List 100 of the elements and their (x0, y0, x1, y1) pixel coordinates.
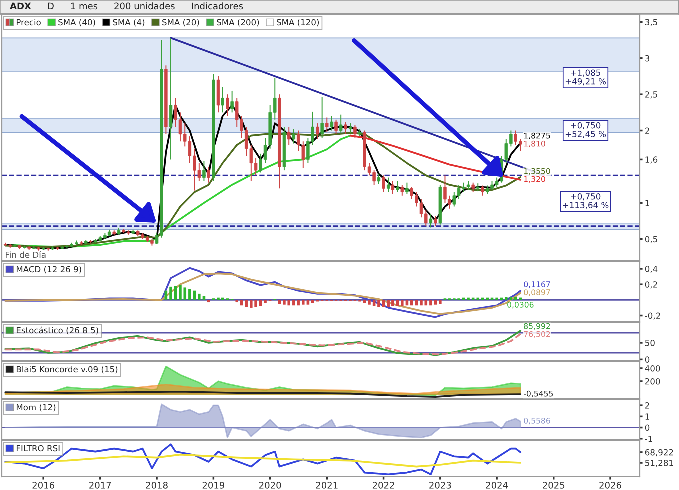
legend-label: MACD (12 26 9) (16, 266, 82, 274)
candlestick (472, 182, 475, 193)
candlestick (400, 184, 404, 196)
bar (368, 300, 371, 305)
y-tick-label: 2 (645, 402, 650, 409)
candlestick (434, 216, 438, 227)
candlestick (226, 94, 230, 117)
bar (372, 300, 376, 306)
text: 200 unidades (114, 2, 175, 10)
y-tick-label: 1,6 (646, 156, 658, 164)
line-series (350, 134, 522, 181)
bar (476, 298, 480, 300)
y-tick-label: 3,5 (645, 19, 658, 26)
bar (439, 300, 442, 304)
y-tick-label: 51,281 (646, 460, 674, 468)
bar (496, 298, 498, 300)
candlestick (481, 185, 484, 196)
bar (240, 300, 244, 306)
candlestick (334, 119, 338, 135)
y-tick-label: 1 (646, 200, 650, 206)
annotation: Fin de Día (6, 251, 46, 258)
legend-label: SMA (4) (113, 19, 145, 27)
legend-label: Mom (12) (16, 404, 56, 412)
annotation: +0,750 +52,45 % (566, 122, 606, 138)
bar (382, 300, 386, 308)
candlestick (221, 86, 224, 114)
y-tick-label: 0,5 (645, 236, 658, 244)
candlestick (330, 116, 334, 132)
y-tick-label: 400 (645, 365, 660, 372)
x-tick-label: 2026 (600, 482, 622, 489)
candlestick (288, 126, 291, 146)
candlestick (348, 123, 352, 134)
bar (406, 300, 409, 306)
bar (311, 300, 314, 304)
bar (278, 300, 282, 304)
legend-label: Estocástico (26 8 5) (16, 326, 98, 335)
bar (245, 300, 248, 308)
legend-label: SMA (40) (58, 19, 96, 27)
line-series (4, 454, 522, 468)
candlestick (316, 123, 320, 140)
text: D (48, 2, 54, 10)
bar (486, 298, 489, 300)
legend-label: Precio (16, 19, 41, 26)
legend-label: SMA (120) (277, 19, 320, 27)
text: ADX (10, 2, 32, 10)
x-tick-label: 2018 (146, 482, 168, 489)
y-tick-label: -1 (645, 436, 652, 442)
candlestick (326, 117, 329, 133)
bar (188, 289, 192, 300)
y-tick-label: 0,2 (645, 282, 658, 289)
line-series (4, 444, 522, 476)
candlestick (391, 180, 395, 195)
bar (415, 300, 418, 306)
candlestick (202, 160, 206, 182)
y-tick-label: 0 (645, 424, 650, 432)
legend-label: SMA (20) (162, 19, 200, 27)
candlestick (207, 166, 210, 184)
candlestick (396, 180, 400, 193)
bar (396, 300, 400, 306)
y-tick-label: -0,2 (645, 312, 660, 320)
bar (217, 298, 220, 300)
bar (378, 300, 380, 308)
candlestick (169, 38, 173, 160)
bar (306, 300, 310, 305)
x-tick-label: 2021 (316, 482, 338, 489)
y-tick-label: 3 (645, 55, 650, 62)
candlestick (386, 177, 390, 193)
candlestick (339, 114, 343, 134)
legend-label: Blai5 Koncorde v.09 (15) (16, 366, 118, 374)
y-tick-label: 1 (646, 414, 650, 420)
annotation: +1,085 +49,21 % (566, 70, 606, 86)
x-tick-label: 2022 (372, 482, 394, 489)
x-tick-label: 2019 (202, 482, 225, 489)
bar (198, 294, 201, 300)
text: 1 mes (71, 2, 98, 10)
bar (207, 300, 210, 303)
candlestick (230, 90, 234, 114)
y-tick-label: 2 (645, 128, 650, 134)
x-tick-label: 2025 (543, 482, 565, 489)
y-tick-label: 50 (646, 340, 655, 346)
y-tick-label: 0 (645, 356, 650, 363)
candlestick (382, 175, 386, 193)
x-tick-label: 2016 (32, 482, 55, 489)
candlestick (320, 96, 324, 138)
y-tick-label: 0,4 (645, 266, 658, 274)
legend-label: SMA (200) (217, 19, 260, 27)
x-tick-label: 2023 (430, 482, 452, 489)
bar (302, 300, 305, 305)
candlestick (344, 122, 348, 135)
candlestick (406, 182, 409, 195)
x-tick-label: 2020 (260, 482, 282, 489)
bar (170, 286, 172, 300)
bar (363, 300, 366, 304)
candlestick (354, 124, 357, 138)
x-tick-label: 2024 (486, 482, 508, 489)
y-tick-label: 68,922 (645, 449, 674, 457)
x-tick-label: 2017 (90, 482, 112, 489)
bar (401, 300, 404, 306)
text: Indicadores (192, 2, 244, 10)
bar (504, 297, 508, 300)
